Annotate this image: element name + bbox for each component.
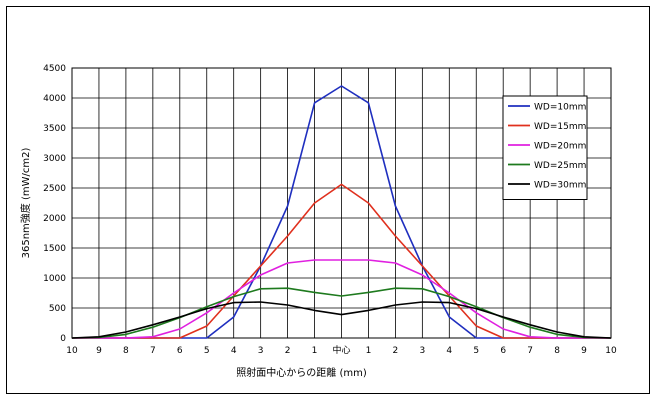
x-tick-label: 3 — [419, 346, 425, 356]
x-tick-label: 2 — [393, 346, 399, 356]
x-tick-label: 6 — [177, 346, 183, 356]
x-tick-label: 6 — [500, 346, 506, 356]
y-tick-label: 1500 — [43, 244, 66, 254]
x-tick-label: 1 — [312, 346, 318, 356]
x-tick-label: 5 — [204, 346, 210, 356]
x-tick-label: 9 — [96, 346, 102, 356]
x-tick-label: 10 — [605, 346, 617, 356]
legend-label: WD=15mm — [534, 122, 586, 132]
x-tick-label: 10 — [66, 346, 78, 356]
series-line-wd-15mm — [72, 183, 611, 339]
y-tick-label: 1000 — [43, 274, 66, 284]
legend-label: WD=30mm — [534, 181, 586, 191]
legend-label: WD=10mm — [534, 103, 586, 113]
x-tick-label: 2 — [285, 346, 291, 356]
y-tick-label: 3000 — [43, 154, 66, 164]
series-line-wd-25mm — [71, 287, 612, 339]
x-tick-label: 3 — [258, 346, 264, 356]
x-tick-label: 9 — [581, 346, 587, 356]
legend-label: WD=25mm — [534, 161, 586, 171]
y-tick-label: 0 — [60, 334, 66, 344]
x-axis-label: 照射面中心からの距離 (mm) — [236, 366, 367, 379]
y-tick-label: 500 — [49, 304, 66, 314]
y-tick-label: 2000 — [43, 214, 66, 224]
x-tick-label: 8 — [554, 346, 560, 356]
legend-box — [502, 95, 588, 200]
y-tick-label: 3500 — [43, 124, 66, 134]
x-tick-label: 7 — [150, 346, 156, 356]
x-tick-label: 5 — [473, 346, 479, 356]
y-axis-label: 365nm強度 (mW/cm2) — [19, 148, 32, 259]
x-tick-label: 4 — [231, 346, 237, 356]
legend-label: WD=20mm — [534, 142, 586, 152]
x-tick-label: 7 — [527, 346, 533, 356]
x-tick-label: 8 — [123, 346, 129, 356]
series-line-wd-20mm — [72, 259, 611, 339]
x-tick-label: 1 — [366, 346, 372, 356]
series-line-wd-30mm — [71, 301, 612, 339]
y-tick-label: 4500 — [43, 64, 66, 74]
x-tick-label: 中心 — [332, 344, 350, 356]
x-tick-label: 4 — [446, 346, 452, 356]
y-tick-label: 4000 — [43, 94, 66, 104]
y-tick-label: 2500 — [43, 184, 66, 194]
